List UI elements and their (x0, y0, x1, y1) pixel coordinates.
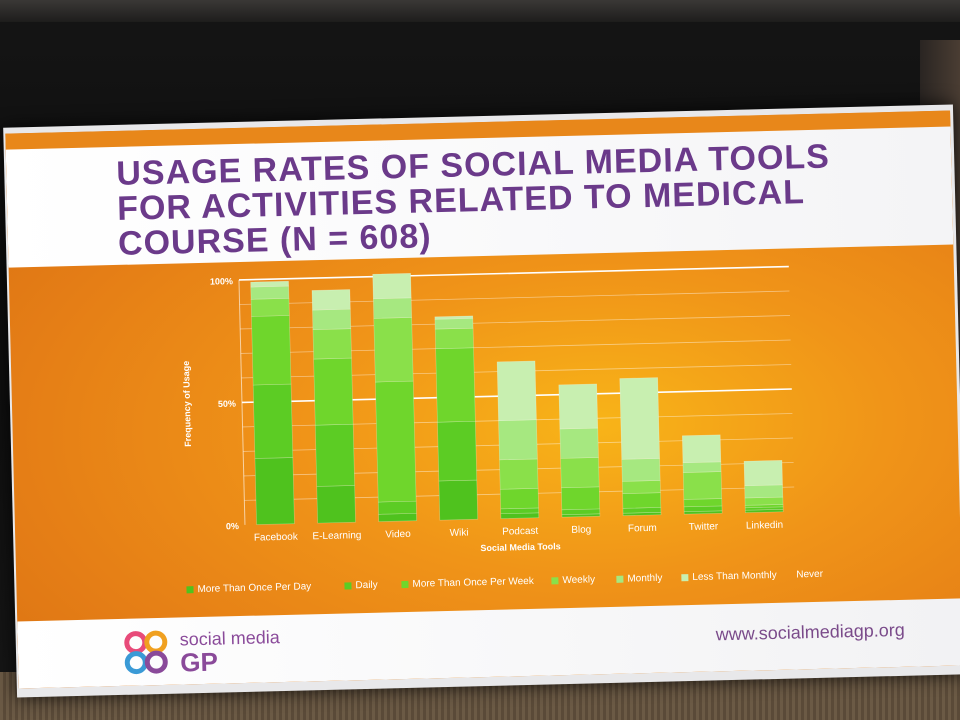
legend-item: More Than Once Per Week (401, 576, 534, 590)
chart-canvas: 0% 50% 100% Frequency of Usage Facebook E-Lea… (181, 265, 795, 553)
gridline (238, 265, 789, 281)
bar-segment (558, 383, 599, 430)
legend-swatch (681, 574, 689, 582)
bar-segment (252, 383, 294, 459)
bar-segment (621, 480, 661, 494)
bar-segment (744, 484, 784, 499)
chart-axes: 0% 50% 100% Frequency of Usage Facebook E-Lea… (181, 276, 784, 553)
bar-segment (743, 460, 783, 487)
bar-segment (372, 273, 412, 300)
bar-segment (250, 298, 290, 317)
bar-segment (311, 289, 351, 311)
bar-segment (744, 506, 784, 511)
y-tick-label: 0% (226, 521, 239, 531)
bar-segment (682, 461, 722, 473)
bar-segment (313, 357, 354, 426)
slide-title-line-3: COURSE (N = 608) (117, 217, 433, 263)
bar-segment (683, 498, 723, 508)
bar-segment (434, 318, 474, 330)
bar-segment (498, 419, 538, 461)
x-tick-label: Blog (571, 524, 591, 535)
y-tick-label: 100% (210, 276, 233, 287)
legend-label: Monthly (627, 572, 663, 585)
legend-swatch (186, 586, 194, 594)
bar-segment (559, 427, 599, 459)
bar-segment (438, 479, 479, 521)
legend-label: Daily (355, 579, 378, 592)
bar-segment (316, 485, 356, 524)
x-tick-label: Video (385, 529, 411, 541)
x-tick-label: Forum (628, 523, 657, 535)
logo-text-line-2: GP (179, 646, 219, 678)
bar-segment (434, 327, 474, 349)
bar-segment (437, 420, 478, 482)
legend-label: Never (796, 568, 824, 581)
legend-item: Daily (344, 579, 378, 592)
social-media-gp-logo-icon (124, 630, 168, 675)
bar-segment (251, 315, 292, 386)
footer-band: social media GP www.socialmediagp.org (17, 598, 960, 689)
legend-label: More Than Once Per Week (412, 575, 534, 590)
y-axis-title: Frequency of Usage (181, 361, 193, 447)
legend-item: Less Than Monthly (681, 570, 777, 583)
x-tick-label: Facebook (254, 532, 299, 544)
y-axis-line (238, 279, 246, 525)
title-band: USAGE RATES OF SOCIAL MEDIA TOOLS FOR AC… (5, 126, 954, 268)
bar-segment (561, 486, 601, 511)
legend-swatch (344, 582, 352, 590)
bar-segment (499, 488, 539, 510)
bar-segment (375, 380, 417, 503)
bar-segment (622, 492, 662, 509)
chart-bars (250, 273, 784, 525)
legend-label: Weekly (562, 574, 596, 587)
bar-segment (560, 457, 600, 489)
bar-segment (254, 457, 295, 525)
bar-segment (312, 308, 352, 330)
bar-segment (373, 317, 414, 383)
x-tick-label: Wiki (450, 527, 469, 538)
stacked-bar-chart: 0% 50% 100% Frequency of Usage Facebook E-Lea… (139, 256, 807, 612)
legend-swatch (616, 575, 624, 583)
bar-segment (377, 500, 417, 515)
bar-segment (500, 512, 540, 519)
bar-segment (434, 315, 474, 320)
legend-item: Weekly (551, 574, 595, 586)
bar-segment (250, 285, 290, 300)
bar-segment (681, 434, 722, 464)
bar-segment (683, 510, 723, 515)
presentation-slide: USAGE RATES OF SOCIAL MEDIA TOOLS FOR AC… (5, 110, 960, 689)
projector-screen: USAGE RATES OF SOCIAL MEDIA TOOLS FOR AC… (3, 104, 960, 698)
bar-segment (622, 511, 662, 516)
legend-swatch (551, 577, 559, 585)
legend-swatch (401, 580, 409, 589)
x-tick-label: E-Learning (312, 530, 361, 542)
legend-label: Less Than Monthly (692, 569, 777, 583)
bar-segment (435, 347, 476, 423)
footer-url: www.socialmediagp.org (715, 619, 905, 645)
bar-segment (561, 513, 601, 518)
room-ceiling (0, 0, 960, 22)
legend-item: More Than Once Per Day (186, 581, 311, 595)
bar-segment (744, 496, 784, 506)
bar-segment (621, 458, 661, 482)
bar-segment (619, 377, 660, 460)
bar-segment (682, 471, 723, 500)
bar-segment (314, 423, 355, 487)
legend-label: More Than Once Per Day (197, 581, 312, 596)
x-tick-label: Twitter (689, 521, 719, 533)
x-tick-label: Linkedin (746, 520, 784, 532)
bar-segment (250, 280, 289, 288)
bar-segment (372, 297, 412, 319)
bar-segment (312, 328, 352, 360)
bar-segment (378, 513, 417, 522)
bar-segment (499, 458, 539, 490)
y-tick-label: 50% (218, 399, 236, 409)
bar-segment (496, 360, 537, 421)
x-axis-title: Social Media Tools (480, 541, 561, 553)
legend-item: Never (796, 569, 823, 581)
legend-item: Monthly (616, 572, 663, 585)
x-tick-label: Podcast (502, 526, 539, 538)
